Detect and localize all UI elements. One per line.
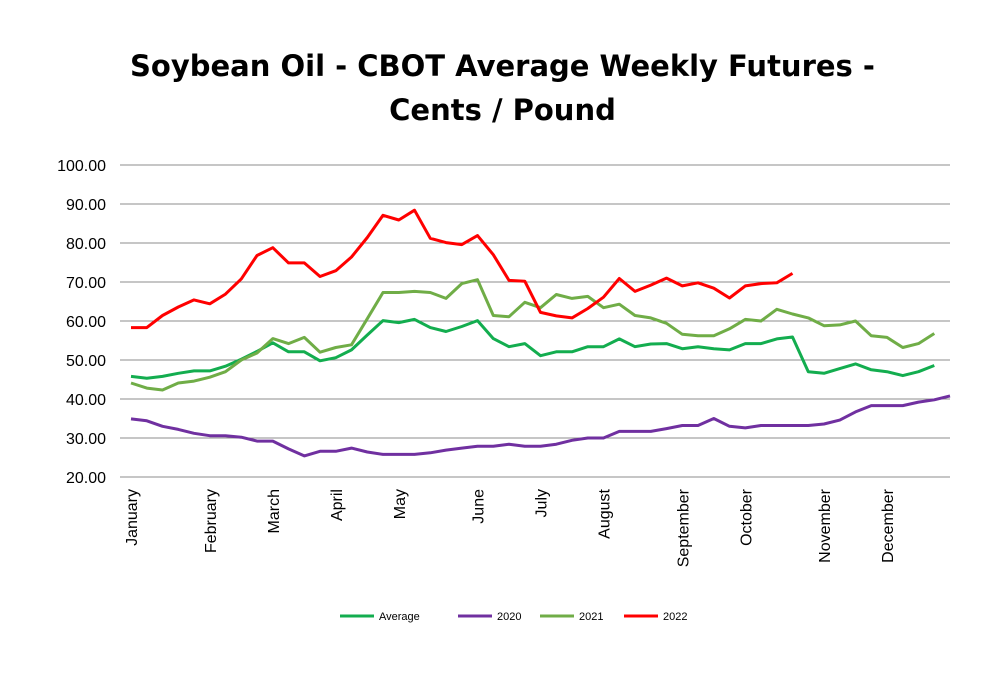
x-tick-label: May	[392, 489, 409, 519]
x-tick-label: November	[817, 488, 834, 562]
y-axis: 20.00 30.00 40.00 50.00 60.00 70.00 80.00 90.00…	[57, 158, 106, 487]
x-tick-label: February	[203, 489, 220, 553]
legend-label: 2020	[497, 611, 521, 623]
chart-title-line-1: Soybean Oil - CBOT Average Weekly Future…	[130, 49, 875, 83]
x-tick-label: August	[597, 488, 614, 538]
gridlines	[120, 164, 950, 478]
y-tick-label: 30.00	[66, 431, 106, 448]
y-tick-label: 50.00	[66, 353, 106, 370]
x-tick-label: June	[471, 489, 488, 524]
y-tick-label: 100.00	[57, 158, 106, 175]
x-tick-label: October	[738, 488, 755, 546]
series-line-2021	[130, 278, 936, 392]
y-tick-label: 80.00	[66, 236, 106, 253]
x-tick-label: July	[534, 489, 551, 517]
y-tick-label: 70.00	[66, 275, 106, 292]
legend-label: Average	[379, 611, 420, 623]
y-tick-label: 20.00	[66, 470, 106, 487]
x-tick-label: April	[329, 489, 346, 521]
x-axis: January February March April May June July Augu…	[124, 488, 897, 567]
legend: Average 2020 2021 2022	[340, 611, 687, 623]
legend-label: 2021	[579, 611, 603, 623]
series-line-Average	[130, 317, 935, 380]
series-line-2022	[131, 208, 794, 330]
x-tick-label: September	[675, 488, 692, 567]
y-tick-label: 40.00	[66, 392, 106, 409]
y-tick-label: 90.00	[66, 197, 106, 214]
x-tick-label: December	[880, 488, 897, 562]
chart-subtitle: Cents / Pound	[389, 93, 616, 127]
x-tick-label: January	[124, 489, 141, 546]
series-line-2020	[130, 394, 951, 458]
x-tick-label: March	[266, 489, 283, 533]
legend-label: 2022	[663, 611, 687, 623]
series-lines	[130, 208, 951, 458]
y-tick-label: 60.00	[66, 314, 106, 331]
chart-title: Soybean Oil - CBOT Average Weekly Future…	[0, 44, 1005, 132]
